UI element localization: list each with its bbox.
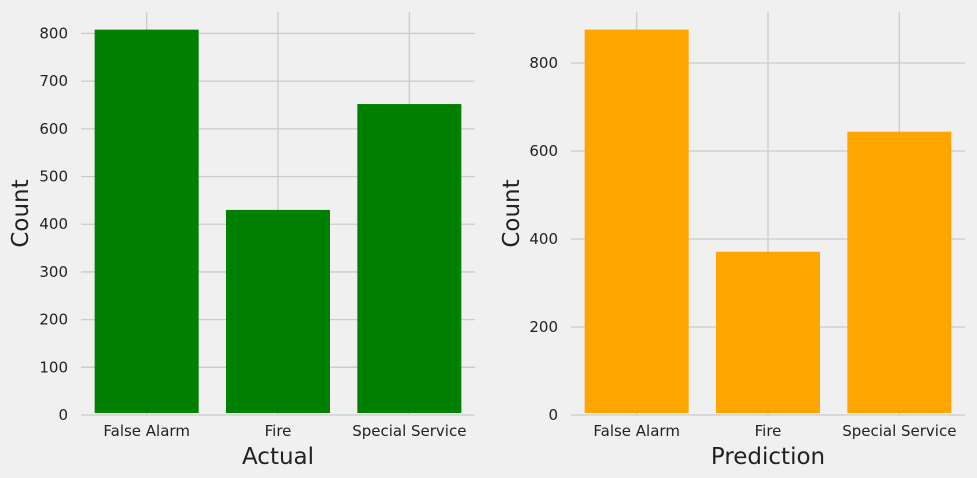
x-tick-label: False Alarm xyxy=(103,422,190,440)
bar-fire xyxy=(716,251,820,413)
y-tick-label: 600 xyxy=(39,120,68,138)
y-tick-label: 200 xyxy=(529,318,558,336)
y-tick-label: 0 xyxy=(548,406,558,424)
x-tick-label: False Alarm xyxy=(593,422,680,440)
y-tick-label: 0 xyxy=(58,406,68,424)
y-tick-label: 500 xyxy=(39,168,68,186)
y-tick-label: 800 xyxy=(529,54,558,72)
y-tick-label: 600 xyxy=(529,142,558,160)
x-tick-label: Fire xyxy=(265,422,292,440)
bar-fire xyxy=(226,209,330,413)
chart-panel-1: 0 100 200 300 400 500 600 700 800 False Alarm Fire… xyxy=(8,12,475,470)
y-tick-label: 300 xyxy=(39,263,68,281)
y-tick-label: 400 xyxy=(529,230,558,248)
x-tick-label: Fire xyxy=(755,422,782,440)
y-tick-label: 100 xyxy=(39,358,68,376)
x-tick-label: Special Service xyxy=(842,422,956,440)
y-tick-label: 200 xyxy=(39,311,68,329)
bar-false-alarm xyxy=(584,29,689,413)
y-tick-label: 700 xyxy=(39,72,68,90)
bar-false-alarm xyxy=(94,29,199,414)
x-axis-label: Actual xyxy=(242,444,314,470)
y-axis-label: Count xyxy=(499,179,525,247)
y-tick-label: 800 xyxy=(39,24,68,42)
x-axis-label: Prediction xyxy=(711,444,825,470)
y-axis-label: Count xyxy=(8,179,34,247)
chart-panel-2: 0 200 400 600 800 False Alarm Fire Special Serv… xyxy=(499,12,965,470)
x-tick-label: Special Service xyxy=(352,422,466,440)
bar-special-service xyxy=(357,104,462,414)
y-tick-label: 400 xyxy=(39,215,68,233)
bar-special-service xyxy=(847,131,952,413)
